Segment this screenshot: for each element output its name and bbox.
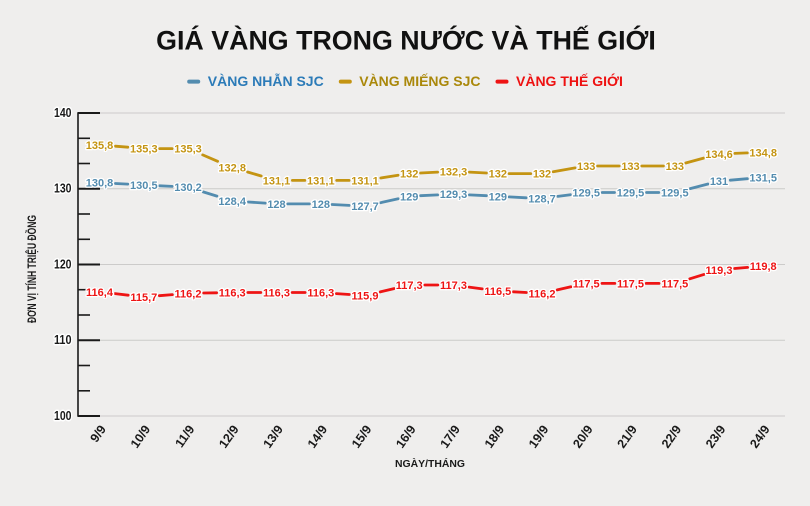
svg-text:128: 128: [312, 199, 330, 211]
svg-text:116,2: 116,2: [175, 288, 202, 300]
svg-text:117,3: 117,3: [440, 280, 467, 292]
svg-text:ĐƠN VỊ TÍNH TRIỆU ĐỒNG: ĐƠN VỊ TÍNH TRIỆU ĐỒNG: [26, 215, 39, 323]
svg-text:119,3: 119,3: [706, 265, 733, 277]
svg-text:110: 110: [54, 333, 72, 347]
svg-text:117,5: 117,5: [573, 278, 600, 290]
svg-text:129,3: 129,3: [440, 189, 468, 201]
svg-text:116,3: 116,3: [263, 288, 290, 300]
svg-text:135,3: 135,3: [130, 144, 158, 156]
svg-text:VÀNG MIẾNG SJC: VÀNG MIẾNG SJC: [359, 73, 480, 89]
svg-text:130,5: 130,5: [130, 180, 158, 192]
svg-text:129: 129: [400, 191, 418, 203]
svg-text:116,3: 116,3: [307, 288, 334, 300]
svg-text:115,9: 115,9: [352, 291, 379, 303]
svg-text:130: 130: [54, 182, 72, 196]
svg-text:129,5: 129,5: [617, 188, 645, 200]
svg-text:132: 132: [400, 169, 418, 181]
svg-text:133: 133: [666, 161, 684, 173]
svg-text:134,8: 134,8: [749, 147, 777, 159]
svg-text:135,3: 135,3: [174, 144, 202, 156]
svg-text:132: 132: [533, 169, 551, 181]
svg-text:129,5: 129,5: [572, 188, 600, 200]
svg-text:131,1: 131,1: [263, 175, 291, 187]
svg-text:119,8: 119,8: [750, 261, 777, 273]
svg-text:132,8: 132,8: [218, 163, 246, 175]
svg-text:117,5: 117,5: [617, 278, 644, 290]
svg-text:132,3: 132,3: [440, 166, 468, 178]
svg-text:VÀNG NHẪN SJC: VÀNG NHẪN SJC: [208, 73, 324, 89]
svg-text:131,1: 131,1: [351, 175, 379, 187]
svg-text:133: 133: [577, 161, 595, 173]
svg-text:131,1: 131,1: [307, 175, 335, 187]
svg-text:128,4: 128,4: [218, 196, 246, 208]
svg-text:120: 120: [54, 257, 72, 271]
svg-text:134,6: 134,6: [705, 149, 733, 161]
svg-text:130,2: 130,2: [174, 182, 202, 194]
svg-text:129,5: 129,5: [661, 188, 689, 200]
svg-text:116,3: 116,3: [219, 288, 246, 300]
svg-text:128,7: 128,7: [528, 194, 556, 206]
svg-text:129: 129: [489, 191, 507, 203]
svg-text:130,8: 130,8: [86, 178, 114, 190]
svg-text:116,4: 116,4: [86, 287, 114, 299]
svg-text:116,2: 116,2: [529, 288, 556, 300]
svg-text:135,8: 135,8: [86, 140, 114, 152]
svg-text:117,3: 117,3: [396, 280, 423, 292]
svg-text:NGÀY/THÁNG: NGÀY/THÁNG: [395, 457, 465, 470]
svg-text:117,5: 117,5: [661, 278, 688, 290]
svg-text:131,5: 131,5: [749, 172, 777, 184]
svg-text:128: 128: [267, 199, 285, 211]
svg-text:127,7: 127,7: [351, 201, 379, 213]
svg-text:100: 100: [54, 409, 72, 423]
svg-text:140: 140: [54, 106, 72, 120]
svg-text:132: 132: [489, 169, 507, 181]
svg-text:131: 131: [710, 176, 728, 188]
svg-text:115,7: 115,7: [130, 292, 157, 304]
svg-text:GIÁ VÀNG TRONG NƯỚC VÀ THẾ GIỚ: GIÁ VÀNG TRONG NƯỚC VÀ THẾ GIỚI: [156, 25, 656, 56]
svg-text:133: 133: [621, 161, 639, 173]
svg-text:116,5: 116,5: [484, 286, 511, 298]
svg-text:VÀNG THẾ GIỚI: VÀNG THẾ GIỚI: [516, 72, 623, 89]
